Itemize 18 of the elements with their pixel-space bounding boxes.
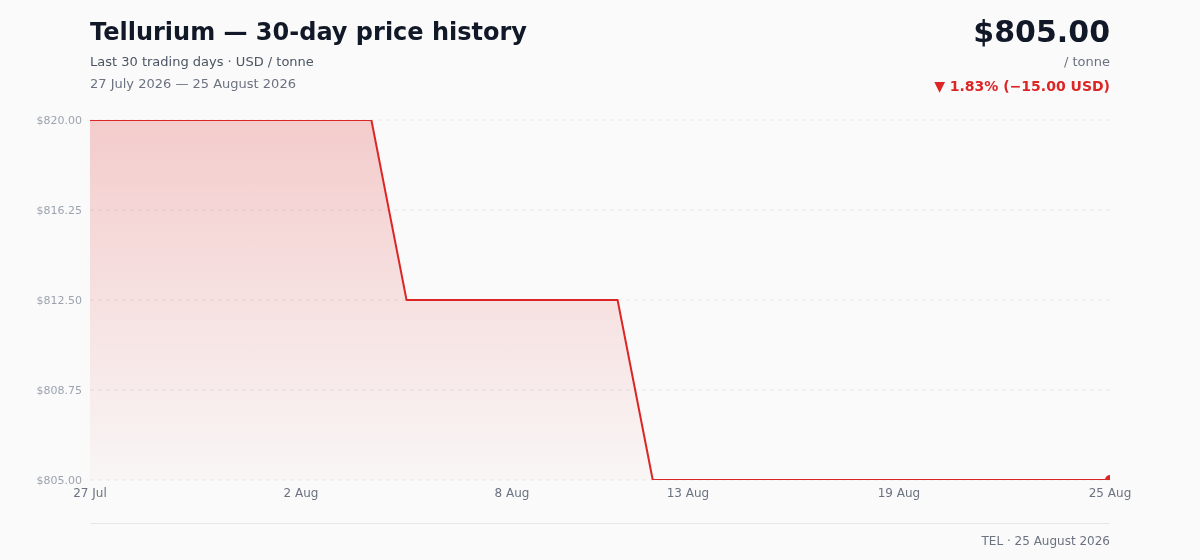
text: / tonne: [1063, 54, 1110, 69]
y-tick-label: $808.75: [36, 383, 82, 397]
text: TEL · 25 August 2026: [981, 534, 1110, 548]
chart-title: Tellurium — 30-day price history: [90, 18, 528, 46]
y-tick-label: $816.25: [36, 203, 82, 217]
text: ▼ 1.83% (−15.00 USD): [934, 78, 1110, 94]
x-tick-label: 2 Aug: [283, 485, 319, 500]
text: $805.00: [973, 14, 1110, 49]
x-tick-label: 13 Aug: [666, 485, 710, 500]
x-tick-label: 25 Aug: [1088, 485, 1132, 500]
x-tick-label: 19 Aug: [877, 485, 921, 500]
y-tick-label: $820.00: [36, 113, 82, 127]
x-tick-label: 8 Aug: [494, 485, 530, 500]
x-tick-label: 27 Jul: [73, 485, 107, 500]
text: 27 July 2026 — 25 August 2026: [90, 76, 296, 91]
chart-subtitle: Last 30 trading days · USD / tonne: [90, 54, 314, 69]
y-tick-label: $812.50: [36, 293, 82, 307]
y-tick-label: $805.00: [36, 473, 82, 487]
